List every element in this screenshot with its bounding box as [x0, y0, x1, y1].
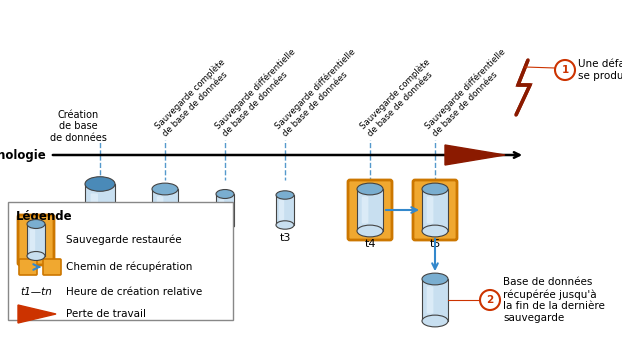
- Ellipse shape: [85, 229, 115, 243]
- Ellipse shape: [27, 220, 45, 228]
- Text: Perte de travail: Perte de travail: [66, 309, 146, 319]
- FancyBboxPatch shape: [422, 279, 448, 321]
- Text: Sauvegarde complète
de base de données: Sauvegarde complète de base de données: [358, 57, 439, 138]
- Polygon shape: [445, 145, 505, 165]
- FancyBboxPatch shape: [219, 199, 224, 221]
- Text: Heure de création relative: Heure de création relative: [66, 287, 202, 297]
- FancyBboxPatch shape: [427, 197, 434, 224]
- Text: Chemin de récupération: Chemin de récupération: [66, 262, 192, 272]
- Text: t5: t5: [429, 239, 441, 249]
- Text: Chronologie: Chronologie: [0, 149, 46, 162]
- Ellipse shape: [85, 177, 115, 191]
- Ellipse shape: [357, 183, 383, 195]
- Ellipse shape: [216, 189, 234, 199]
- FancyBboxPatch shape: [413, 180, 457, 240]
- Text: Légende: Légende: [16, 210, 73, 223]
- Ellipse shape: [276, 191, 294, 199]
- Text: Sauvegarde différentielle
de base de données: Sauvegarde différentielle de base de don…: [213, 47, 304, 138]
- FancyBboxPatch shape: [30, 230, 35, 251]
- Ellipse shape: [422, 183, 448, 195]
- Text: Base de données
récupérée jusqu'à
la fin de la dernière
sauvegarde: Base de données récupérée jusqu'à la fin…: [503, 277, 605, 323]
- Text: Sauvegarde différentielle
de base de données: Sauvegarde différentielle de base de don…: [273, 47, 364, 138]
- FancyBboxPatch shape: [422, 189, 448, 231]
- FancyBboxPatch shape: [362, 197, 368, 224]
- FancyBboxPatch shape: [8, 202, 233, 320]
- FancyBboxPatch shape: [91, 193, 98, 226]
- Text: t1: t1: [159, 239, 170, 249]
- FancyBboxPatch shape: [357, 189, 383, 231]
- Text: Une défaillance
se produit.: Une défaillance se produit.: [578, 59, 622, 81]
- Text: Création
de base
de données: Création de base de données: [50, 110, 106, 143]
- FancyBboxPatch shape: [43, 259, 61, 275]
- Ellipse shape: [27, 252, 45, 260]
- Text: t0: t0: [95, 244, 106, 254]
- FancyBboxPatch shape: [348, 180, 392, 240]
- Text: t4: t4: [364, 239, 376, 249]
- FancyBboxPatch shape: [427, 286, 434, 313]
- Circle shape: [480, 290, 500, 310]
- Text: t1—tn: t1—tn: [20, 287, 52, 297]
- Text: Sauvegarde restaurée: Sauvegarde restaurée: [66, 235, 182, 245]
- FancyBboxPatch shape: [85, 184, 115, 236]
- FancyBboxPatch shape: [19, 259, 37, 275]
- Ellipse shape: [276, 221, 294, 229]
- Ellipse shape: [422, 273, 448, 285]
- Ellipse shape: [152, 183, 178, 195]
- Text: 1: 1: [562, 65, 569, 75]
- Text: Sauvegarde complète
de base de données: Sauvegarde complète de base de données: [153, 57, 234, 138]
- Ellipse shape: [216, 222, 234, 231]
- FancyBboxPatch shape: [157, 197, 164, 224]
- Polygon shape: [18, 305, 56, 323]
- Text: t2: t2: [219, 234, 231, 244]
- Ellipse shape: [152, 225, 178, 237]
- FancyBboxPatch shape: [276, 195, 294, 225]
- Circle shape: [555, 60, 575, 80]
- Text: Sauvegarde différentielle
de base de données: Sauvegarde différentielle de base de don…: [423, 47, 514, 138]
- Ellipse shape: [422, 225, 448, 237]
- FancyBboxPatch shape: [18, 215, 54, 265]
- Text: 2: 2: [486, 295, 494, 305]
- FancyBboxPatch shape: [216, 194, 234, 226]
- FancyBboxPatch shape: [27, 224, 45, 256]
- Text: t3: t3: [279, 233, 290, 243]
- Ellipse shape: [422, 315, 448, 327]
- Ellipse shape: [357, 225, 383, 237]
- FancyBboxPatch shape: [279, 200, 284, 220]
- FancyBboxPatch shape: [152, 189, 178, 231]
